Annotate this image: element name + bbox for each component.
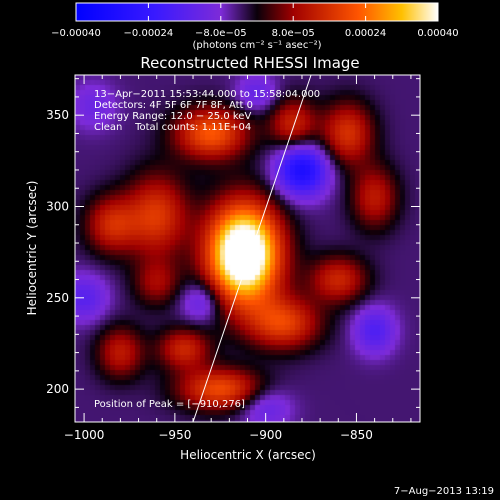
y-tick-label: 300 — [46, 199, 69, 213]
x-axis-label: Heliocentric X (arcsec) — [180, 448, 316, 462]
y-tick-label: 350 — [46, 108, 69, 122]
colorbar-unit-label: (photons cm⁻² s⁻¹ asec⁻²) — [192, 40, 321, 51]
x-tick-label: −850 — [340, 428, 373, 442]
solar-limb-line — [192, 75, 312, 422]
x-tick-label: −900 — [249, 428, 282, 442]
colorbar-tick-label: −0.00024 — [124, 28, 174, 39]
colorbar-tick-label: 8.0e−05 — [272, 28, 315, 39]
plot-timestamp: 7−Aug−2013 13:19 — [394, 486, 494, 497]
annotation-energy-range: Energy Range: 12.0 − 25.0 keV — [94, 111, 251, 122]
annotation-clean-counts: Clean Total counts: 1.11E+04 — [94, 122, 251, 133]
x-tick-label: −1000 — [64, 428, 105, 442]
annotation-detectors: Detectors: 4F 5F 6F 7F 8F, Att 0 — [94, 100, 253, 111]
colorbar-gradient — [75, 2, 439, 22]
y-axis: 200 250 300 350 — [46, 78, 420, 408]
peak-position-label: Position of Peak = [−910,276] — [94, 399, 245, 410]
colorbar-tick-label: 0.00024 — [345, 28, 386, 39]
y-tick-label: 200 — [46, 382, 69, 396]
colorbar-tick-label: −8.0e−05 — [195, 28, 247, 39]
y-tick-label: 250 — [46, 291, 69, 305]
x-axis: −1000 −950 −900 −850 — [64, 75, 412, 442]
chart-title: Reconstructed RHESSI Image — [140, 54, 359, 72]
observation-info: 13−Apr−2011 15:53:44.000 to 15:58:04.000… — [94, 89, 320, 133]
annotation-time-range: 13−Apr−2011 15:53:44.000 to 15:58:04.000 — [94, 89, 320, 100]
colorbar-tick-label: −0.00040 — [51, 28, 101, 39]
y-axis-label: Heliocentric Y (arcsec) — [25, 181, 39, 316]
x-tick-label: −950 — [158, 428, 191, 442]
heatmap-image — [75, 75, 420, 422]
colorbar: −0.00040 −0.00024 −8.0e−05 8.0e−05 0.00024 0.… — [51, 2, 459, 51]
colorbar-tick-label: 0.00040 — [417, 28, 458, 39]
